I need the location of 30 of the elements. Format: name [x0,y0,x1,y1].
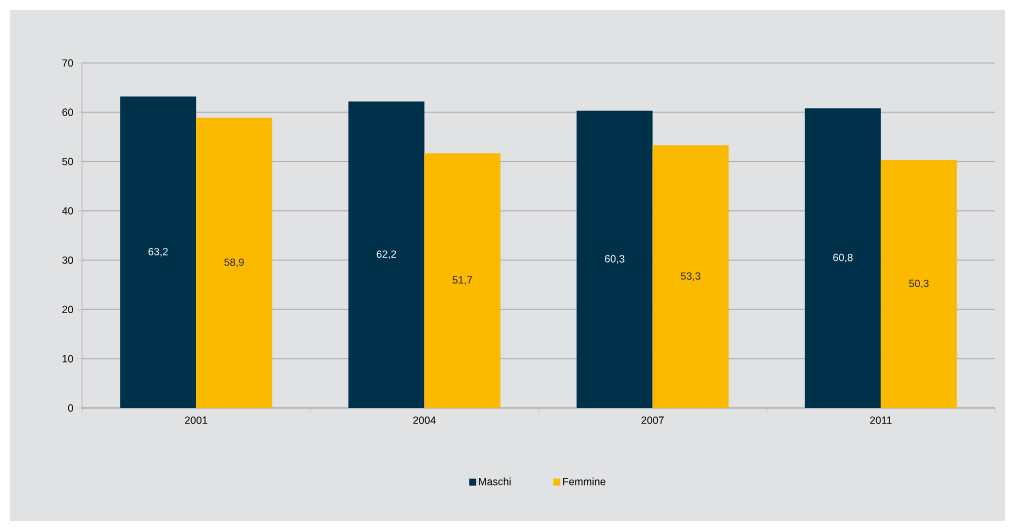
x-tick-label: 2001 [185,416,208,424]
bar [424,153,501,408]
bar [348,101,425,408]
x-tick-label: 2004 [413,416,436,424]
y-tick-label: 60 [62,108,74,116]
bar [652,145,729,408]
legend-label: Maschi [479,477,511,486]
data-label: 53,3 [680,272,701,281]
y-tick-label: 30 [62,256,74,264]
x-tick-label: 2007 [641,416,664,424]
bar [576,110,653,408]
y-tick-label: 0 [68,404,74,412]
data-label: 50,3 [909,279,929,289]
y-tick-label: 20 [62,305,74,314]
data-label: 58,9 [224,258,244,268]
y-tick-label: 40 [62,207,74,215]
bar [120,96,197,408]
y-tick-label: 10 [62,355,74,363]
data-label: 63,2 [148,247,168,257]
data-label: 51,7 [452,276,473,285]
bar [804,108,881,408]
legend-label: Femmine [563,477,606,486]
y-tick-label: 70 [62,59,74,67]
data-label: 60,3 [604,255,625,264]
bar [880,160,957,408]
x-tick-label: 2011 [870,416,892,424]
bar [196,117,273,408]
y-tick-label: 50 [62,157,74,166]
data-label: 62,2 [376,250,397,260]
data-label: 60,8 [833,253,853,263]
